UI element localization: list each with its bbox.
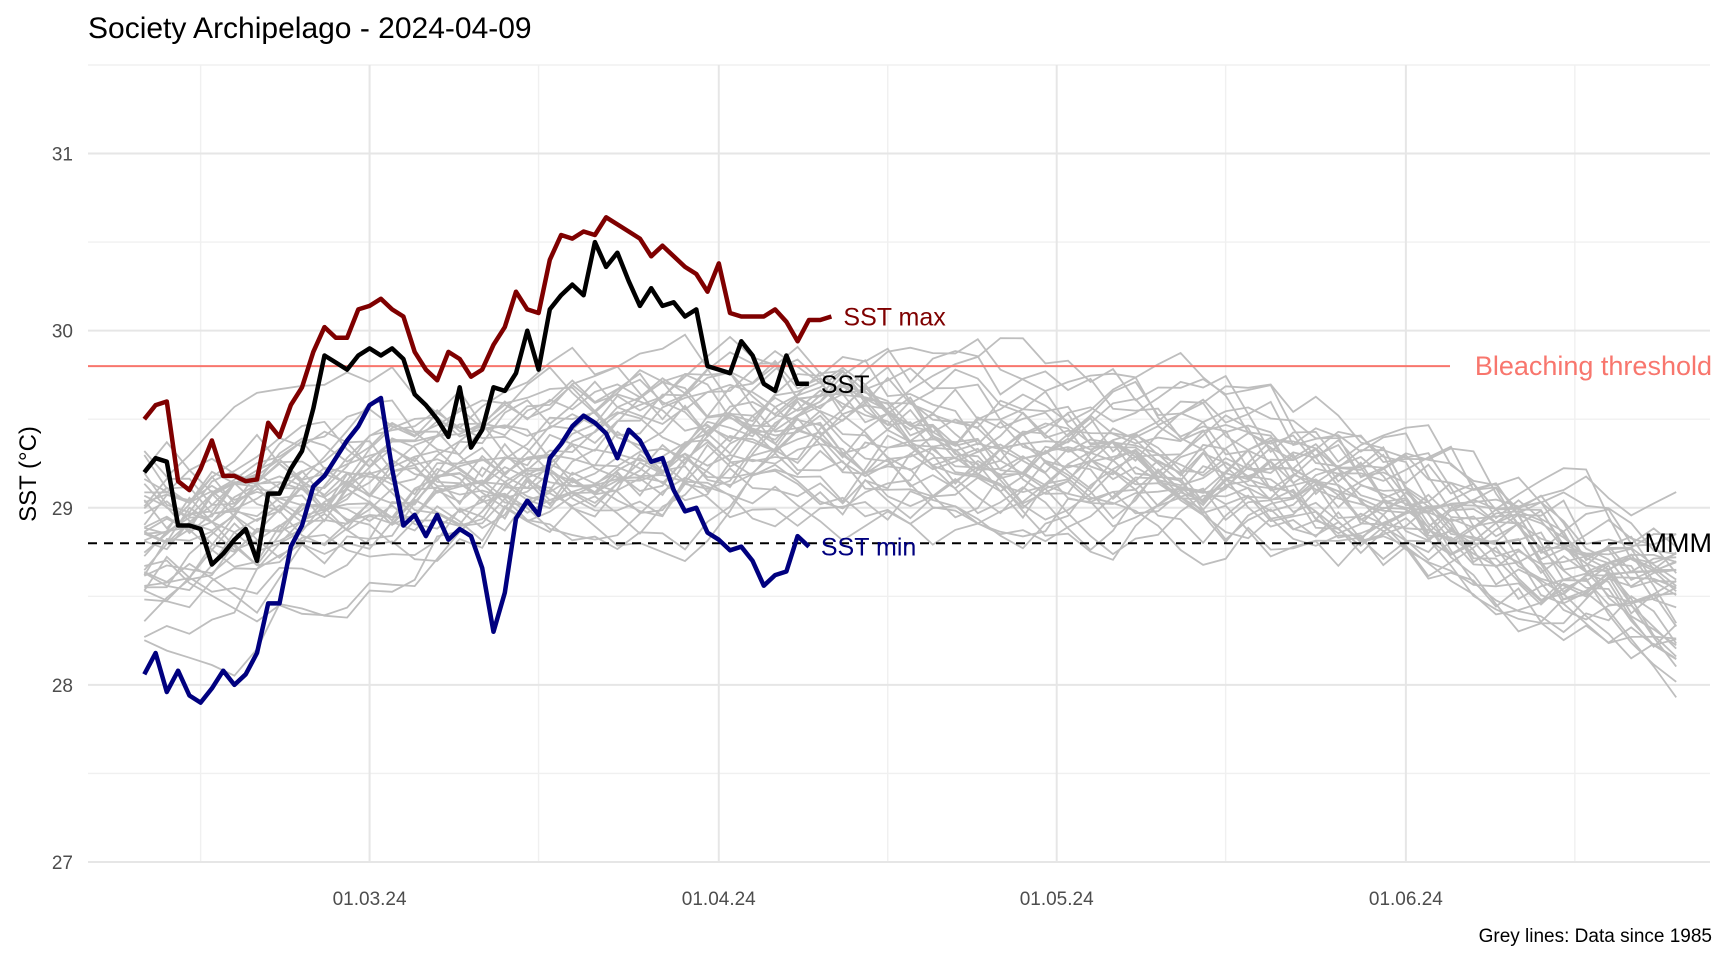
sst-max-line [142,215,833,493]
history-line [143,378,1677,596]
y-axis-title: SST (°C) [15,426,42,522]
chart-title: Society Archipelago - 2024-04-09 [88,12,532,45]
sst-min-label: SST min [821,534,916,562]
x-axis-ticks: 01.03.24 01.04.24 01.05.24 01.06.24 [333,889,1444,910]
history-line [143,347,1677,647]
history-line [143,351,1677,624]
current-series: SST max SST SST min [142,215,946,705]
history-line [144,335,1677,598]
chart-caption: Grey lines: Data since 1985 [1479,926,1712,947]
mmm-label: MMM [1645,528,1712,558]
history-line [143,371,1677,660]
x-tick-label: 01.04.24 [682,889,756,910]
x-tick-label: 01.03.24 [333,889,407,910]
history-line [143,389,1677,573]
y-tick-label: 31 [52,145,73,166]
y-tick-label: 28 [52,676,73,697]
sst-min-line [142,395,811,705]
history-line [143,437,1677,645]
sst-line [142,239,809,567]
sst-label: SST [821,371,870,399]
bleaching-threshold-label: Bleaching threshold [1475,351,1712,381]
y-tick-label: 29 [52,499,73,520]
x-tick-label: 01.06.24 [1369,889,1443,910]
sst-max-label: SST max [843,303,946,331]
history-line [143,373,1677,572]
y-tick-label: 27 [52,853,73,874]
history-line [143,398,1677,574]
history-line [143,434,1677,592]
y-tick-label: 30 [52,322,73,343]
x-tick-label: 01.05.24 [1020,889,1094,910]
y-axis-ticks: 27 28 29 30 31 [52,145,73,874]
history-line [144,368,1677,555]
historical-lines [143,333,1677,698]
reference-lines: Bleaching threshold MMM [88,351,1712,558]
